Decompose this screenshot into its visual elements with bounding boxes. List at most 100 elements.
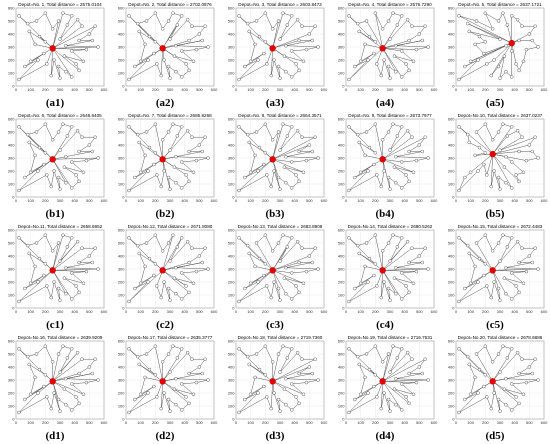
route-edge <box>354 381 383 400</box>
y-tick-label: 200 <box>228 279 235 284</box>
route-edge <box>138 253 146 267</box>
customer-node <box>162 391 166 395</box>
route-edge <box>24 159 53 178</box>
x-tick-label: 0 <box>15 420 18 425</box>
route-edge <box>458 177 466 191</box>
subplot-caption: (c3) <box>266 319 284 331</box>
customer-node <box>380 27 385 31</box>
customer-node <box>496 352 501 356</box>
customer-node <box>404 395 408 399</box>
route-edge <box>238 348 260 370</box>
route-edge <box>348 48 383 80</box>
route-edge <box>458 126 493 155</box>
customer-node <box>417 143 422 147</box>
customer-node <box>191 392 196 396</box>
route-edge <box>196 379 209 383</box>
route-edge <box>18 285 47 302</box>
y-tick-label: 200 <box>338 57 345 62</box>
customer-node <box>247 140 251 145</box>
x-tick-label: 500 <box>416 420 423 425</box>
route-edge <box>491 42 512 76</box>
y-tick-label: 600 <box>228 338 235 343</box>
y-tick-label: 400 <box>338 253 345 258</box>
route-edge <box>298 366 310 374</box>
customer-node <box>84 269 89 274</box>
x-tick-label: 0 <box>455 420 458 425</box>
route-edge <box>467 23 501 40</box>
route-edge <box>265 235 273 251</box>
route-edge <box>376 174 382 187</box>
route-edge <box>244 275 264 289</box>
route-edge <box>470 45 506 62</box>
route-edge <box>360 386 374 395</box>
plot-title: Depot=No.10, Total distance = 2637.0237 <box>458 113 543 118</box>
route-edge <box>59 24 68 40</box>
customer-node <box>533 135 537 139</box>
customer-node <box>153 151 158 155</box>
customer-node <box>171 11 175 15</box>
x-tick-label: 400 <box>71 198 78 203</box>
customer-node <box>143 153 147 158</box>
route-edge <box>464 392 479 400</box>
customer-node <box>43 11 48 15</box>
customer-node <box>138 281 143 285</box>
customer-node <box>492 58 496 62</box>
customer-node <box>87 32 92 36</box>
route-edge <box>469 142 480 148</box>
subplot-caption: (b3) <box>265 208 285 220</box>
customer-node <box>501 11 505 15</box>
route-edge <box>188 33 200 41</box>
customer-node <box>278 148 282 152</box>
customer-node <box>153 11 158 15</box>
customer-node <box>466 354 470 359</box>
customer-node <box>278 409 282 413</box>
route-edge <box>128 126 150 148</box>
route-edge <box>464 281 479 289</box>
customer-node <box>43 233 48 237</box>
x-tick-label: 200 <box>42 198 49 203</box>
customer-node <box>265 173 269 177</box>
customer-node <box>50 249 55 253</box>
route-edge <box>505 267 539 270</box>
route-edge <box>156 285 162 298</box>
customer-node <box>363 42 367 47</box>
route-edge <box>408 33 420 41</box>
customer-node <box>400 160 404 164</box>
depot-marker <box>269 156 276 163</box>
route-edge <box>24 59 39 67</box>
customer-node <box>281 11 285 15</box>
customer-node <box>276 130 281 134</box>
x-tick-label: 0 <box>345 309 348 314</box>
route-edge <box>359 364 376 375</box>
customer-node <box>304 47 309 52</box>
customer-node <box>64 69 68 74</box>
customer-node <box>50 27 55 31</box>
depot-marker <box>49 267 56 274</box>
customer-node <box>93 246 97 250</box>
plot-title: Depot=No.11, Total distance = 2658.6952 <box>18 224 103 229</box>
subplot-caption: (d1) <box>45 430 65 442</box>
customer-node <box>313 357 317 361</box>
customer-node <box>477 34 482 39</box>
route-edge <box>485 124 493 140</box>
customer-node <box>96 378 100 382</box>
route-edge <box>464 59 479 67</box>
subplot-caption: (c1) <box>46 319 64 331</box>
y-tick-label: 100 <box>448 403 455 408</box>
customer-node <box>379 406 383 411</box>
route-edge <box>278 399 281 412</box>
customer-node <box>490 249 495 253</box>
route-edge <box>140 164 154 173</box>
customer-node <box>379 295 383 300</box>
customer-node <box>356 354 360 359</box>
x-tick-label: 0 <box>15 198 18 203</box>
y-tick-label: 400 <box>118 253 125 258</box>
customer-node <box>391 122 395 126</box>
customer-node <box>468 281 473 285</box>
route-edge <box>468 253 476 267</box>
customer-node <box>357 140 361 145</box>
customer-node <box>197 32 202 36</box>
route-edge <box>458 348 480 370</box>
route-edge <box>382 353 389 382</box>
customer-node <box>353 397 357 402</box>
